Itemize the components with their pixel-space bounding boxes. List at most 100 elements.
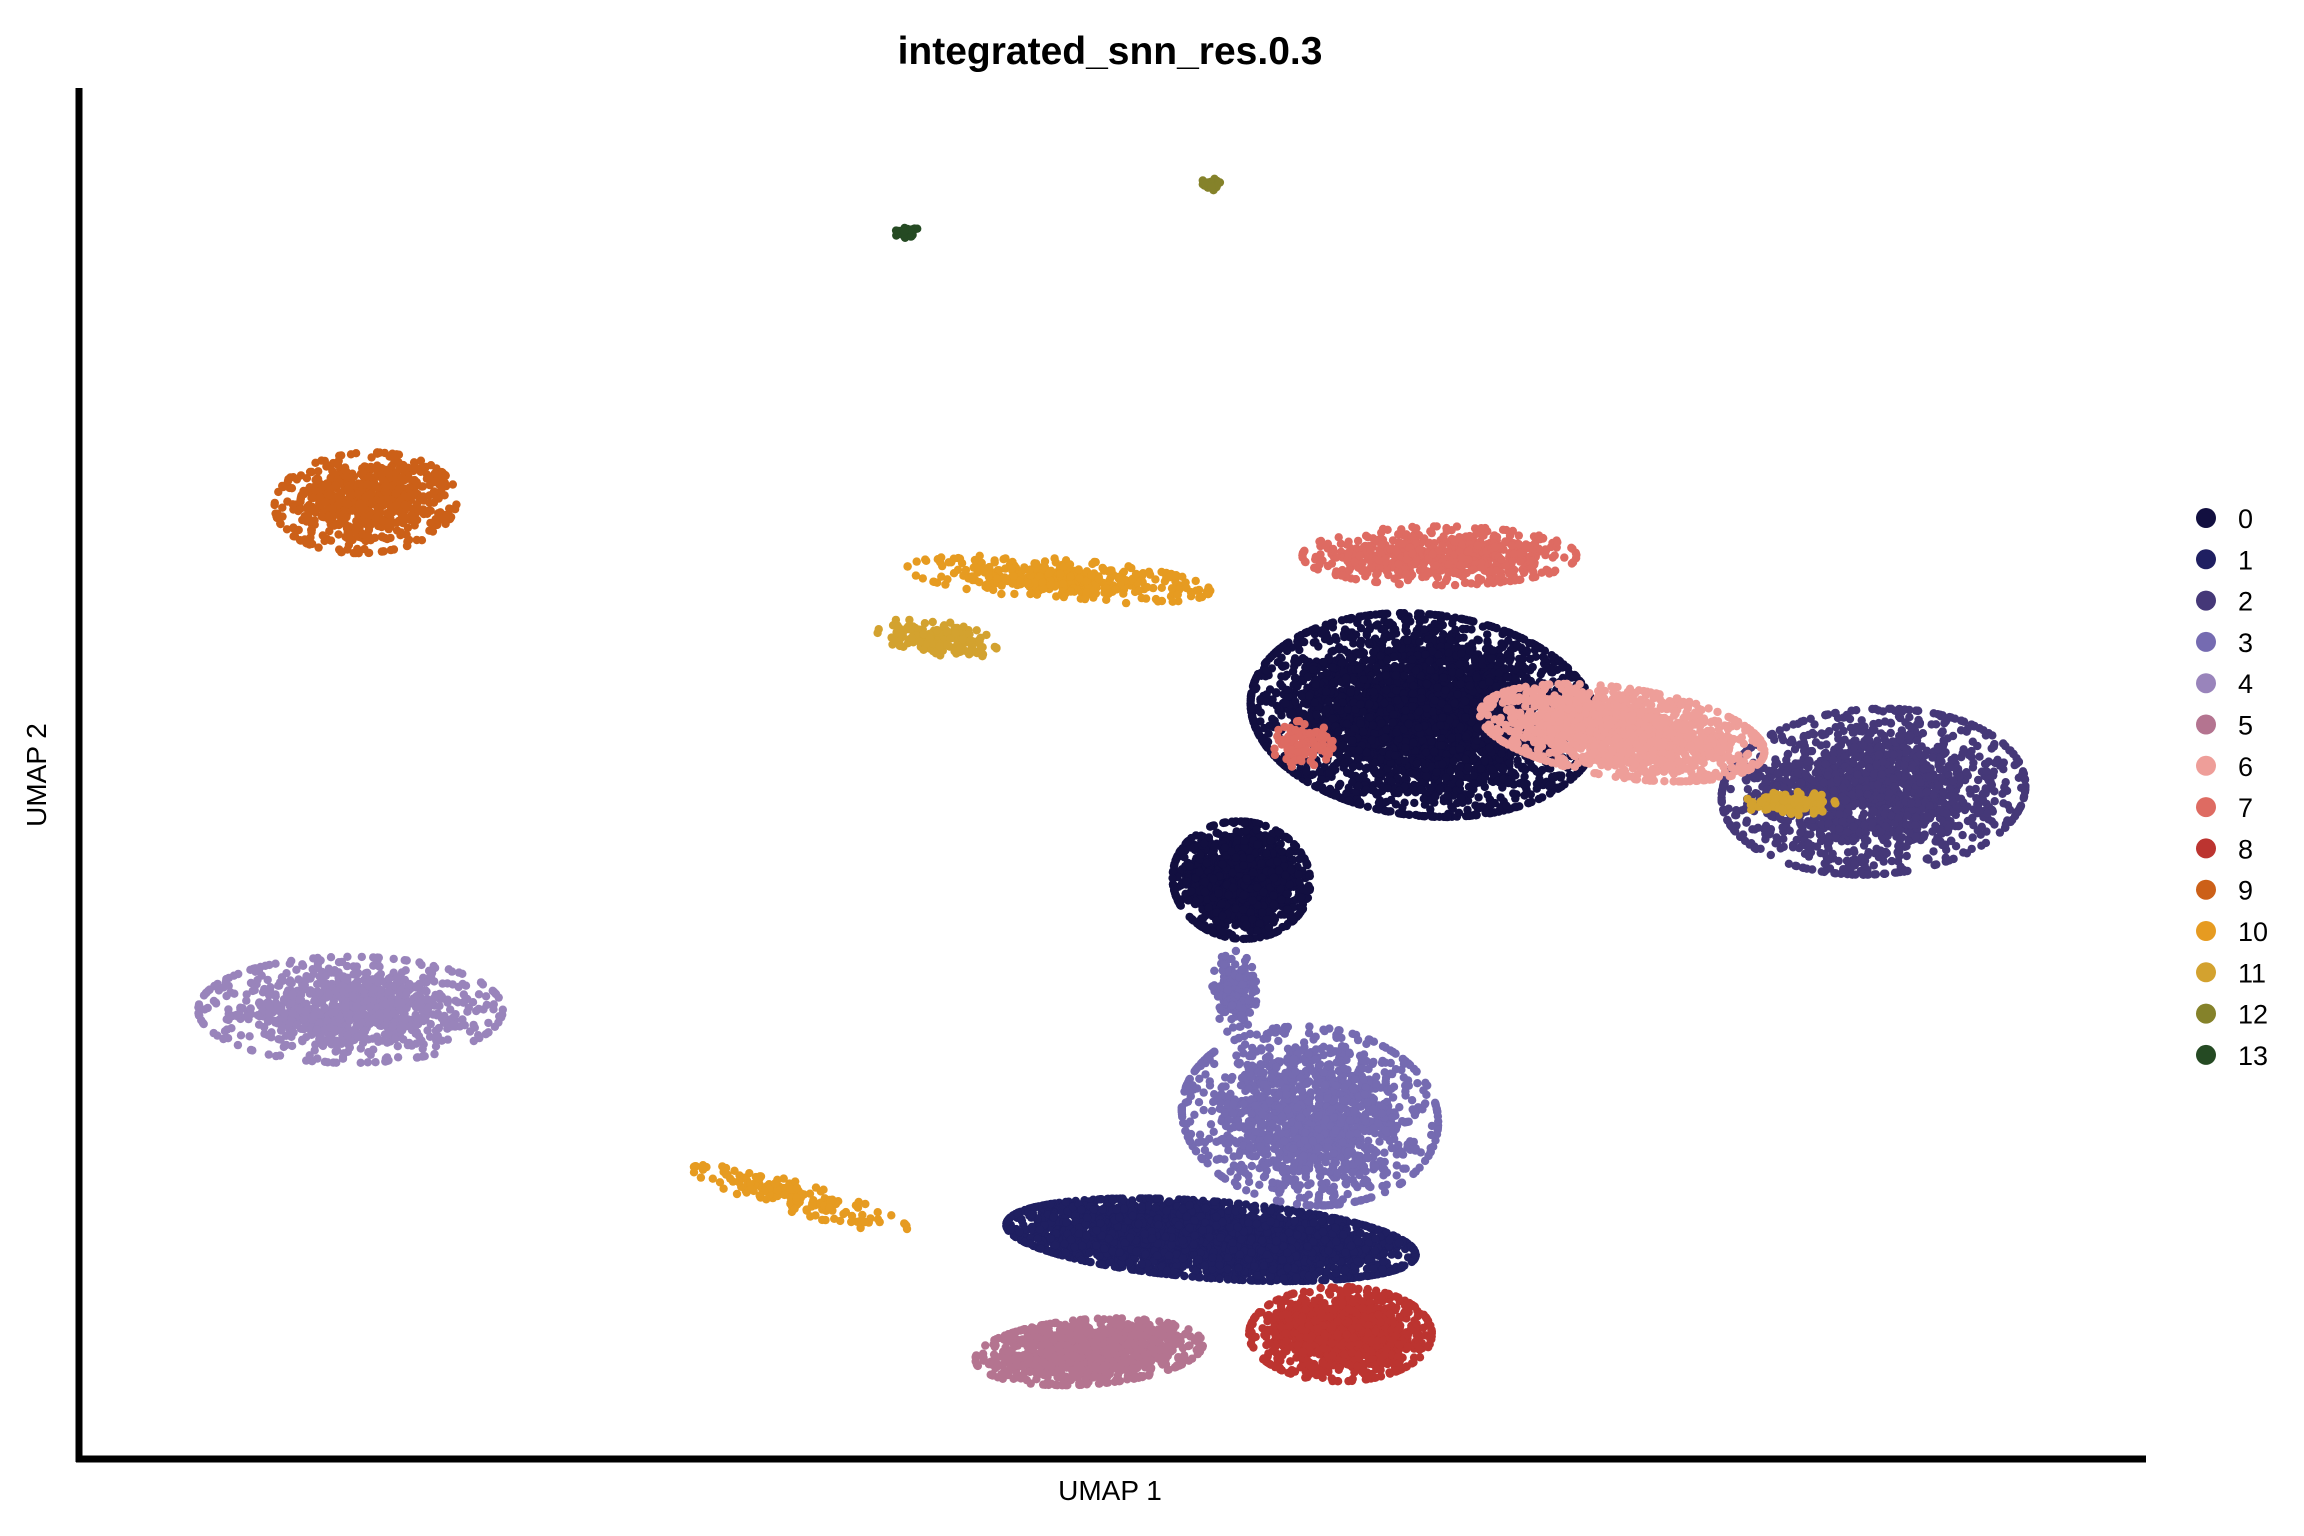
cluster-0-point [1468,639,1477,648]
cluster-0-point [1450,698,1459,708]
cluster-0-point [1338,740,1348,750]
cluster-0-point [1401,743,1410,753]
cluster-0-point [1502,801,1511,810]
cluster-0-point [1455,779,1465,788]
cluster-0-point [1431,792,1440,801]
cluster-0-point [1448,614,1458,624]
cluster-0-point [1488,765,1497,774]
cluster-0-point [1293,658,1303,667]
cluster-0-point [1328,714,1338,723]
scatter-points-layer [194,174,2030,1390]
cluster-0-point [1311,680,1320,689]
cluster-0-point [1344,783,1354,792]
cluster-0-point [1468,707,1477,716]
cluster-0-point [1393,696,1402,705]
cluster-0-point [1303,777,1312,786]
cluster-0-point [1377,719,1386,728]
cluster-0-point [1439,673,1448,682]
cluster-0-point [1475,802,1485,811]
cluster-0-point [1485,743,1494,753]
cluster-0-point [1400,615,1410,625]
cluster-0-point [1209,821,1219,830]
cluster-0-point [1199,913,1208,923]
cluster-0-point [1404,719,1413,729]
cluster-0-point [1557,663,1567,672]
cluster-0-point [1467,625,1476,634]
cluster-0-point [1542,664,1551,673]
cluster-0-point [1466,790,1475,799]
cluster-0-point [1566,775,1575,784]
cluster-0-point [1403,636,1412,645]
cluster-0-point [1433,683,1442,692]
cluster-0-point [1282,646,1292,656]
cluster-0-point [1538,793,1547,802]
cluster-0-point [1393,765,1403,775]
cluster-0-point [1368,721,1377,730]
cluster-0-point [1294,870,1303,879]
cluster-0-point [1456,679,1465,689]
cluster-0-point [1288,709,1297,719]
cluster-0-point [1487,654,1496,663]
cluster-0-point [1436,721,1445,730]
cluster-0-point [1435,784,1444,794]
cluster-0-point [1454,808,1464,817]
cluster-0-point [1507,767,1516,777]
cluster-0-point [1472,723,1482,733]
cluster-0-point [1327,647,1336,656]
cluster-0-point [1504,636,1513,645]
cluster-0-point [1500,627,1510,636]
cluster-0-point [1334,727,1343,736]
cluster-0-point [1389,710,1398,719]
cluster-0-point [1389,652,1399,662]
cluster-0-point [1483,790,1492,800]
cluster-0-point [1429,747,1439,756]
cluster-0-point [1422,679,1432,689]
cluster-0-point [1321,687,1331,696]
cluster-0-point [1420,812,1429,821]
cluster-0-point [1465,646,1474,655]
cluster-0-point [1525,798,1534,807]
cluster-0-point [1414,723,1423,732]
cluster-0-point [1545,781,1554,790]
cluster-0-point [1358,707,1368,717]
cluster-0-point [1549,773,1559,782]
cluster-0-point [1185,912,1194,922]
cluster-0-point [1354,664,1364,674]
cluster-0-point [1315,767,1324,776]
cluster-0-point [1311,624,1321,633]
cluster-0-point [1535,774,1544,784]
cluster-0-point [1302,886,1311,895]
cluster-0-point [1425,783,1435,793]
cluster-0-point [1277,661,1287,670]
cluster-0-point [1346,688,1355,697]
cluster-0-point [1380,733,1390,743]
cluster-0-point [1456,722,1465,732]
cluster-0-point [1430,812,1439,821]
cluster-0-point [1310,698,1319,707]
cluster-0-point [1441,686,1450,695]
cluster-0-point [1476,764,1486,773]
cluster-0-point [1346,653,1355,663]
cluster-0-point [1300,637,1309,647]
cluster-0-point [1392,728,1401,737]
cluster-0-point [1262,742,1271,751]
cluster-0-point [1495,658,1504,667]
cluster-0-point [1469,698,1479,707]
cluster-0-point [1346,614,1356,623]
cluster-0-point [1455,744,1465,753]
cluster-0-point [1425,656,1434,666]
cluster-0-point [1410,798,1419,808]
cluster-0-point [1421,772,1431,781]
cluster-0-point [1325,768,1334,778]
cluster-0-point [1309,665,1318,674]
cluster-0-point [1383,784,1393,793]
cluster-0-point [1253,728,1263,737]
cluster-0-point [1340,758,1349,767]
cluster-0-point [1277,711,1286,720]
cluster-0-point [1432,768,1441,777]
cluster-0-point [1379,635,1388,645]
cluster-0-point [1318,783,1327,792]
cluster-0-point [1337,658,1347,668]
